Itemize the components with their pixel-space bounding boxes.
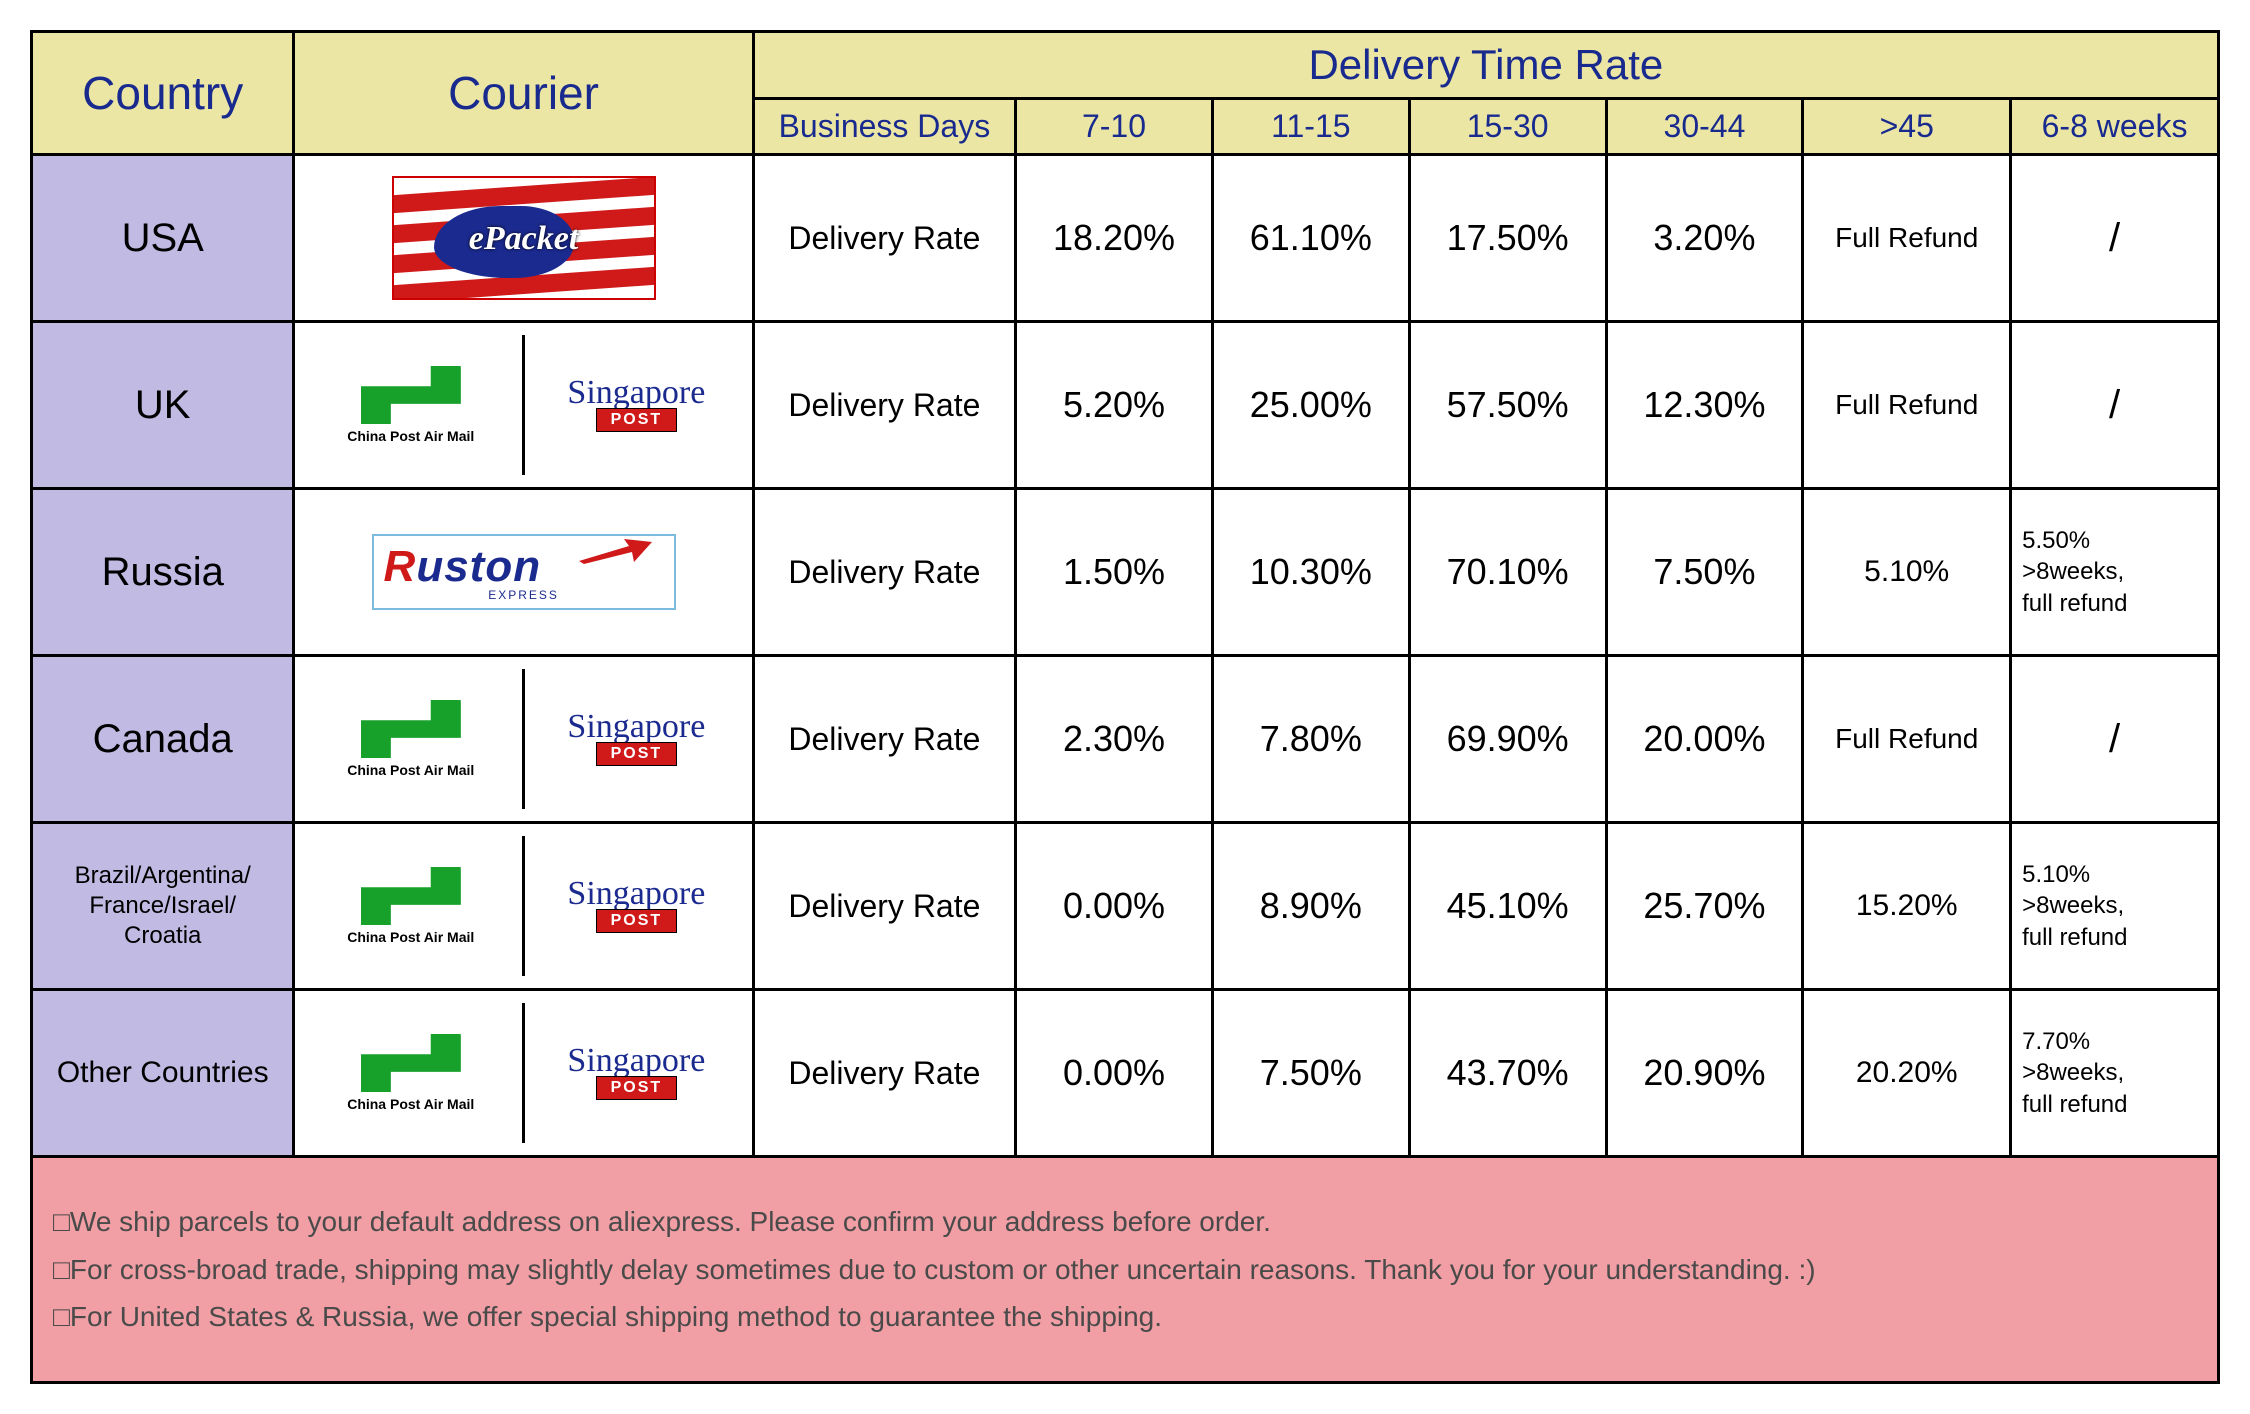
rate-value: 61.10% bbox=[1212, 155, 1409, 322]
ruston-logo: Ruston EXPRESS bbox=[372, 534, 676, 610]
rate-value: 25.70% bbox=[1606, 823, 1803, 990]
courier-uk: China Post Air Mail Singapore POST bbox=[294, 322, 753, 489]
table-row: Other Countries China Post Air Mail Sing… bbox=[32, 990, 2219, 1157]
note-line: □We ship parcels to your default address… bbox=[53, 1198, 2197, 1246]
epacket-logo: ePacket bbox=[392, 176, 656, 300]
rate-value: 12.30% bbox=[1606, 322, 1803, 489]
rate-label: Delivery Rate bbox=[753, 656, 1015, 823]
rate-label: Delivery Rate bbox=[753, 155, 1015, 322]
country-other: Other Countries bbox=[32, 990, 294, 1157]
header-range-3: 30-44 bbox=[1606, 99, 1803, 155]
singapore-post-logo: Singapore POST bbox=[525, 335, 748, 475]
rate-label: Delivery Rate bbox=[753, 489, 1015, 656]
table-row: Brazil/Argentina/France/Israel/Croatia C… bbox=[32, 823, 2219, 990]
singapore-post-logo: Singapore POST bbox=[525, 836, 748, 976]
china-post-logo: China Post Air Mail bbox=[299, 836, 522, 976]
rate-value: 5.20% bbox=[1016, 322, 1213, 489]
rate-value: 10.30% bbox=[1212, 489, 1409, 656]
country-brazil-group: Brazil/Argentina/France/Israel/Croatia bbox=[32, 823, 294, 990]
rate-value: / bbox=[2011, 656, 2219, 823]
header-courier: Courier bbox=[294, 32, 753, 155]
singapore-post-logo: Singapore POST bbox=[525, 1003, 748, 1143]
header-delivery-time-rate: Delivery Time Rate bbox=[753, 32, 2218, 99]
header-range-0: 7-10 bbox=[1016, 99, 1213, 155]
china-post-logo: China Post Air Mail bbox=[299, 669, 522, 809]
header-range-4: >45 bbox=[1803, 99, 2011, 155]
rate-value: 1.50% bbox=[1016, 489, 1213, 656]
china-post-logo: China Post Air Mail bbox=[299, 335, 522, 475]
rate-value: 2.30% bbox=[1016, 656, 1213, 823]
rate-value: Full Refund bbox=[1803, 322, 2011, 489]
rate-value: 7.70%>8weeks,full refund bbox=[2011, 990, 2219, 1157]
rate-value: 25.00% bbox=[1212, 322, 1409, 489]
rate-value: 5.50%>8weeks,full refund bbox=[2011, 489, 2219, 656]
singapore-post-logo: Singapore POST bbox=[525, 669, 748, 809]
rate-value: 18.20% bbox=[1016, 155, 1213, 322]
rate-value: 7.50% bbox=[1606, 489, 1803, 656]
rate-value: 57.50% bbox=[1409, 322, 1606, 489]
header-range-2: 15-30 bbox=[1409, 99, 1606, 155]
courier-brazil: China Post Air Mail Singapore POST bbox=[294, 823, 753, 990]
courier-epacket: ePacket bbox=[294, 155, 753, 322]
rate-value: 7.50% bbox=[1212, 990, 1409, 1157]
rate-label: Delivery Rate bbox=[753, 823, 1015, 990]
note-line: □For United States & Russia, we offer sp… bbox=[53, 1293, 2197, 1341]
rate-value: / bbox=[2011, 322, 2219, 489]
table-row: Russia Ruston EXPRESS Delivery Rate 1.50… bbox=[32, 489, 2219, 656]
delivery-rate-table: Country Courier Delivery Time Rate Busin… bbox=[30, 30, 2220, 1384]
rate-value: Full Refund bbox=[1803, 155, 2011, 322]
courier-other: China Post Air Mail Singapore POST bbox=[294, 990, 753, 1157]
note-line: □For cross-broad trade, shipping may sli… bbox=[53, 1246, 2197, 1294]
rate-value: / bbox=[2011, 155, 2219, 322]
table-row: Canada China Post Air Mail Singapore POS… bbox=[32, 656, 2219, 823]
courier-ruston: Ruston EXPRESS bbox=[294, 489, 753, 656]
table-row: USA ePacket Delivery Rate 18.20% 61.10% … bbox=[32, 155, 2219, 322]
country-canada: Canada bbox=[32, 656, 294, 823]
rate-label: Delivery Rate bbox=[753, 322, 1015, 489]
country-russia: Russia bbox=[32, 489, 294, 656]
rate-value: 0.00% bbox=[1016, 990, 1213, 1157]
rate-label: Delivery Rate bbox=[753, 990, 1015, 1157]
country-usa: USA bbox=[32, 155, 294, 322]
rate-value: 20.20% bbox=[1803, 990, 2011, 1157]
rate-value: 3.20% bbox=[1606, 155, 1803, 322]
table-row: UK China Post Air Mail Singapore POST De… bbox=[32, 322, 2219, 489]
rate-value: Full Refund bbox=[1803, 656, 2011, 823]
rate-value: 20.90% bbox=[1606, 990, 1803, 1157]
header-country: Country bbox=[32, 32, 294, 155]
rate-value: 69.90% bbox=[1409, 656, 1606, 823]
header-range-5: 6-8 weeks bbox=[2011, 99, 2219, 155]
rate-value: 17.50% bbox=[1409, 155, 1606, 322]
header-range-1: 11-15 bbox=[1212, 99, 1409, 155]
rate-value: 20.00% bbox=[1606, 656, 1803, 823]
courier-canada: China Post Air Mail Singapore POST bbox=[294, 656, 753, 823]
rate-value: 5.10%>8weeks,full refund bbox=[2011, 823, 2219, 990]
rate-value: 15.20% bbox=[1803, 823, 2011, 990]
country-uk: UK bbox=[32, 322, 294, 489]
notes-row: □We ship parcels to your default address… bbox=[32, 1157, 2219, 1383]
rate-value: 7.80% bbox=[1212, 656, 1409, 823]
header-business-days: Business Days bbox=[753, 99, 1015, 155]
rate-value: 45.10% bbox=[1409, 823, 1606, 990]
rate-value: 70.10% bbox=[1409, 489, 1606, 656]
rate-value: 0.00% bbox=[1016, 823, 1213, 990]
china-post-logo: China Post Air Mail bbox=[299, 1003, 522, 1143]
rate-value: 5.10% bbox=[1803, 489, 2011, 656]
rate-value: 43.70% bbox=[1409, 990, 1606, 1157]
rate-value: 8.90% bbox=[1212, 823, 1409, 990]
